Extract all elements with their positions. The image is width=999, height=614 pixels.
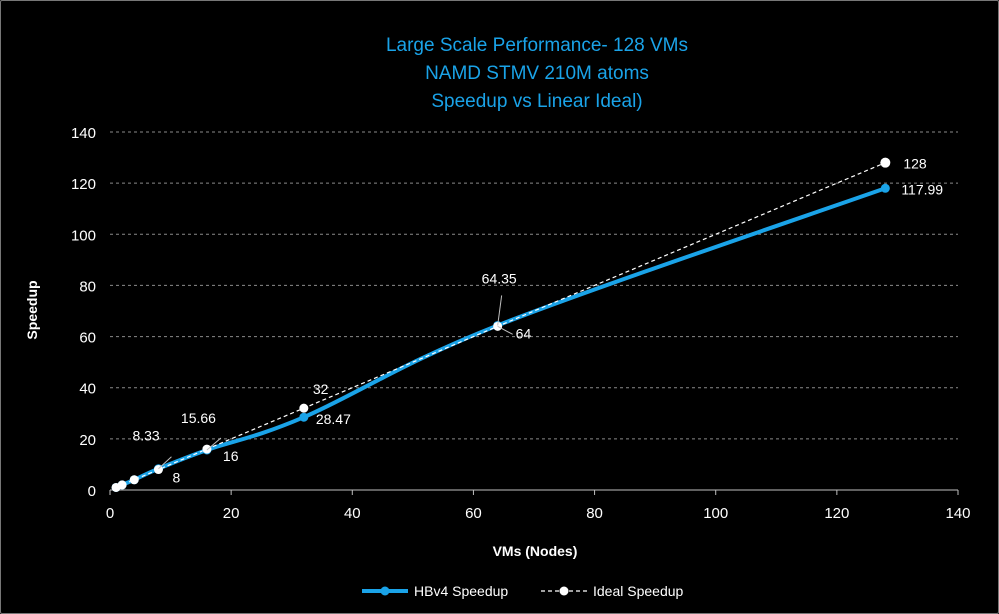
y-tick-label: 80 [79,278,96,295]
x-tick-label: 20 [223,505,240,522]
data-label-hbv4: 64.35 [482,270,517,286]
hbv4-point [880,183,890,193]
data-label-ideal: 8 [172,470,180,486]
legend-ideal-marker [559,586,569,596]
legend-ideal-label: Ideal Speedup [593,583,684,599]
series-line-hbv4 [115,186,886,490]
ideal-point [299,403,309,413]
ideal-point [117,480,127,490]
data-label-hbv4: 15.66 [181,410,216,426]
y-tick-label: 120 [71,176,96,193]
y-tick-label: 140 [71,125,96,142]
data-label-ideal: 16 [223,448,239,464]
leader-line [497,295,503,326]
x-axis-label: VMs (Nodes) [493,543,578,559]
data-label-hbv4: 117.99 [901,181,943,197]
x-tick-label: 120 [824,505,849,522]
ideal-point [202,444,212,454]
y-axis-label: Speedup [24,280,40,339]
chart-title: Large Scale Performance- 128 VMs NAMD ST… [386,35,688,112]
chart-title-line-3: Speedup vs Linear Ideal) [431,91,642,112]
leader-line [206,437,222,451]
data-label-ideal: 32 [313,381,329,397]
leader-line [497,325,513,335]
legend-item-hbv4: HBv4 Speedup [362,583,508,599]
x-tick-labels: 0 20 40 60 80 100 120 140 [106,505,971,522]
ideal-point [129,475,139,485]
grid-lines [110,131,958,440]
y-tick-labels: 0 20 40 60 80 100 120 140 [71,125,96,500]
axes [109,489,959,495]
x-tick-label: 80 [586,505,603,522]
data-label-ideal: 128 [903,156,927,172]
y-tick-label: 60 [79,330,96,347]
x-tick-label: 60 [465,505,482,522]
y-tick-label: 0 [88,483,96,500]
leader-line [158,456,172,470]
data-labels: 8.33 15.66 28.47 64.35 117.99 8 16 32 64 128 [132,156,943,486]
hbv4-point [299,412,309,422]
legend-item-ideal: Ideal Speedup [541,583,684,599]
ideal-point [880,157,891,168]
legend: HBv4 Speedup Ideal Speedup [362,583,684,599]
series-group [111,157,891,492]
x-tick-label: 40 [344,505,361,522]
data-label-hbv4: 8.33 [132,428,159,444]
data-label-hbv4: 28.47 [316,411,351,427]
y-tick-label: 20 [79,432,96,449]
y-tick-label: 100 [71,227,96,244]
chart-title-line-2: NAMD STMV 210M atoms [425,63,649,84]
x-tick-label: 0 [106,505,114,522]
legend-hbv4-label: HBv4 Speedup [414,583,508,599]
x-tick-label: 140 [945,505,970,522]
data-label-ideal: 64 [516,325,532,341]
x-tick-label: 100 [703,505,728,522]
legend-hbv4-marker [380,586,390,596]
y-tick-label: 40 [79,381,96,398]
chart-title-line-1: Large Scale Performance- 128 VMs [386,35,688,56]
